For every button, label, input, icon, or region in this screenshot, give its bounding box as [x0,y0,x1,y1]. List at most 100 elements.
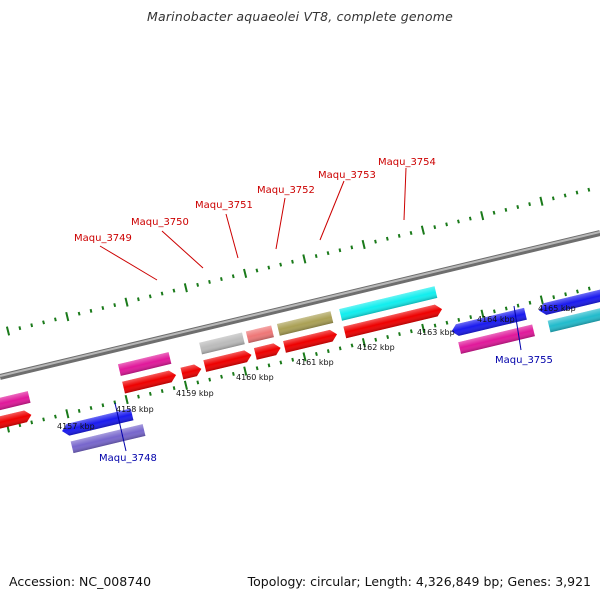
minor-tick [528,202,531,207]
gene-feature [547,304,600,333]
gene-feature [0,410,32,431]
major-tick [5,326,11,336]
minor-tick [398,332,401,337]
minor-tick [267,265,271,270]
minor-tick [89,308,93,313]
gene-feature [283,329,338,353]
minor-tick [208,377,212,382]
gene-feature [0,391,31,413]
gene-feature-maqu-3752 [245,325,274,344]
tick-label: 4157 kbp [57,422,95,431]
minor-tick [386,334,390,339]
gene-feature [122,370,177,394]
minor-tick [160,389,164,394]
minor-tick [77,408,81,413]
minor-tick [137,394,140,399]
minor-tick [89,406,93,411]
gene-label-maqu-3748: Maqu_3748 [99,453,157,464]
genome-backbone [0,230,600,380]
minor-tick [326,251,330,256]
minor-tick [350,343,354,348]
major-tick [361,338,366,348]
minor-tick [54,414,57,419]
gene-feature [343,304,443,339]
minor-tick [30,420,34,425]
minor-tick [42,320,45,325]
minor-tick [291,357,295,362]
minor-tick [445,320,449,325]
gene-feature-maqu-3748 [62,408,134,436]
gene-feature [539,288,600,315]
major-tick [302,254,307,264]
minor-tick [54,317,57,322]
minor-tick [409,230,413,235]
minor-tick [172,386,176,391]
minor-tick [113,303,117,308]
minor-tick [493,309,496,314]
major-tick [183,283,188,293]
minor-tick [77,311,81,316]
minor-tick [587,187,591,192]
minor-tick [492,210,496,215]
major-tick [65,311,70,322]
gene-label-maqu-3751: Maqu_3751 [195,200,253,211]
minor-tick [445,222,448,227]
gene-label-maqu-3755: Maqu_3755 [495,355,553,366]
tick-label: 4163 kbp [417,328,455,337]
minor-tick [291,259,294,264]
minor-tick [563,193,567,198]
tick-label: 4165 kbp [538,304,576,313]
minor-tick [576,289,579,294]
minor-tick [101,305,105,310]
major-tick [243,268,248,278]
accession-label: Accession: NC_008740 [9,574,152,589]
minor-tick [148,294,152,299]
minor-tick [314,254,318,259]
minor-tick [374,239,377,244]
gene-label-maqu-3753: Maqu_3753 [318,170,376,181]
tick-label: 4158 kbp [116,405,154,414]
minor-tick [18,326,22,331]
major-tick [480,211,485,221]
minor-tick [267,363,271,368]
minor-tick [137,297,140,302]
tick-row-upper [5,187,591,336]
minor-tick [409,329,413,334]
genome-summary: Topology: circular; Length: 4,326,849 bp… [247,574,591,589]
minor-tick [255,268,259,273]
minor-tick [101,403,105,408]
minor-tick [385,236,389,241]
major-tick [480,309,485,319]
gene-feature-maqu-3753 [276,311,334,336]
major-tick [65,409,70,419]
gene-label-maqu-3754: Maqu_3754 [378,157,436,168]
tick-label: 4164 kbp [477,315,515,324]
gene-feature-maqu-3754 [339,286,438,321]
map-title: Marinobacter aquaeolei VT8, complete gen… [146,9,454,24]
gene-feature-maqu-3750 [180,364,202,380]
major-tick [539,295,544,305]
minor-tick [504,207,508,212]
minor-tick [208,279,211,284]
minor-tick [433,323,437,328]
minor-tick [469,315,473,320]
minor-tick [326,349,330,354]
gene-feature [253,343,281,360]
gene-label-maqu-3750: Maqu_3750 [131,217,189,228]
gene-feature [70,424,146,454]
minor-tick [504,306,508,311]
major-tick [421,323,426,334]
major-tick [183,380,188,390]
minor-tick [279,262,283,267]
minor-tick [338,346,342,351]
minor-tick [220,374,223,379]
tick-row-lower [6,286,591,433]
minor-tick [160,291,164,296]
major-tick [361,239,366,250]
minor-tick [279,360,283,365]
major-tick [539,196,544,206]
gene-label-maqu-3752: Maqu_3752 [257,185,315,196]
minor-tick [457,219,460,224]
tick-label: 4159 kbp [176,389,214,398]
minor-tick [18,423,22,428]
